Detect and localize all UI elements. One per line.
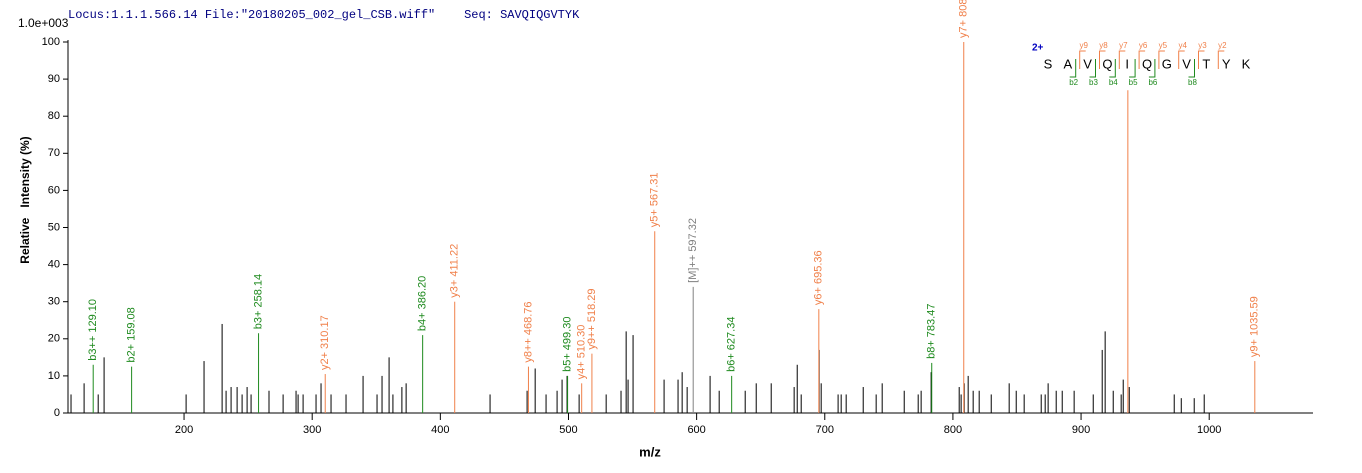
y-ion-mark (1099, 50, 1106, 69)
b-ion-label: b3 (1089, 78, 1098, 87)
y-ion-mark (1198, 50, 1205, 69)
y-ion-label: y9 (1079, 41, 1088, 50)
b-ion-label: b6 (1148, 78, 1157, 87)
y-ion-label: y6 (1139, 41, 1148, 50)
residue: T (1202, 56, 1210, 71)
x-tick-label: 900 (1072, 424, 1090, 436)
peak-label: y8++ 468.76 (522, 301, 534, 362)
x-tick-label: 200 (175, 424, 193, 436)
residue: I (1125, 56, 1129, 71)
b-ion-mark (1089, 59, 1096, 78)
residue: K (1242, 56, 1251, 71)
peak-label: [M]++ 597.32 (687, 218, 699, 283)
b-ion-mark (1109, 59, 1116, 78)
y-ion-label: y2 (1218, 41, 1227, 50)
b-ion-label: b4 (1109, 78, 1118, 87)
y-tick-label: 70 (48, 147, 60, 159)
peak-label: y4+ 510.30 (576, 325, 588, 380)
y-ion-label: y4 (1178, 41, 1187, 50)
peak-label: y9+ 1035.59 (1249, 296, 1261, 357)
peak-label: b3+ 258.14 (252, 274, 264, 329)
residue: V (1182, 56, 1191, 71)
y-ion-label: y7 (1119, 41, 1128, 50)
y-axis-label: Relative Intensity (%) (18, 136, 32, 263)
peak-label: y3+ 411.22 (449, 244, 461, 298)
b-ion-label: b2 (1069, 78, 1078, 87)
residue: V (1083, 56, 1092, 71)
y-tick-label: 40 (48, 259, 60, 271)
y-ion-mark (1138, 50, 1146, 69)
residue: Q (1142, 56, 1152, 71)
y-tick-label: 50 (48, 221, 60, 233)
y-ion-mark (1118, 50, 1126, 69)
peak-label: y5+ 567.31 (649, 172, 661, 227)
y-tick-label: 20 (48, 333, 60, 345)
peak-label: b2+ 159.08 (126, 307, 138, 362)
y-tick-label: 100 (42, 36, 60, 48)
charge-label: 2+ (1032, 43, 1044, 54)
y-tick-label: 10 (48, 370, 60, 382)
peak-label: b8+ 783.47 (926, 304, 938, 359)
b-ion-label: b8 (1188, 78, 1197, 87)
x-axis-label: m/z (639, 444, 661, 459)
sequence-panel (1030, 30, 1270, 90)
y-ion-mark (1217, 50, 1225, 69)
peak-label: y9++ 518.29 (586, 288, 598, 349)
y-ion-label: y8 (1099, 41, 1108, 50)
y-ion-label: y5 (1159, 41, 1168, 50)
x-tick-label: 500 (559, 424, 577, 436)
y-ion-mark (1079, 50, 1086, 69)
x-tick-label: 1000 (1197, 424, 1221, 436)
b-ion-mark (1129, 59, 1136, 78)
peak-label: y7+ 808.46 (958, 0, 970, 38)
y-tick-label: 60 (48, 184, 60, 196)
peak-label: y2+ 310.17 (319, 315, 331, 370)
y-ion-mark (1178, 50, 1185, 69)
scale-label: 1.0e+003 (18, 16, 69, 30)
residue: Y (1222, 56, 1231, 71)
b-ion-label: b5 (1129, 78, 1138, 87)
y-ion-label: y3 (1198, 41, 1207, 50)
peak-label: b6+ 627.34 (726, 317, 738, 372)
x-tick-label: 400 (431, 424, 449, 436)
y-tick-label: 80 (48, 110, 60, 122)
x-tick-label: 300 (303, 424, 321, 436)
peak-label: b5+ 499.30 (561, 317, 573, 372)
y-tick-label: 90 (48, 73, 60, 85)
y-tick-label: 0 (54, 407, 60, 419)
x-tick-label: 600 (687, 424, 705, 436)
peak-label: b4+ 386.20 (417, 276, 429, 331)
y-tick-label: 30 (48, 296, 60, 308)
residue: S (1044, 56, 1053, 71)
x-tick-label: 700 (816, 424, 834, 436)
y-ion-mark (1158, 50, 1165, 69)
residue: A (1063, 56, 1072, 71)
b-ion-mark (1188, 59, 1195, 78)
residue: G (1162, 56, 1172, 71)
residue: Q (1102, 56, 1112, 71)
b-ion-mark (1069, 59, 1077, 78)
b-ion-mark (1148, 59, 1156, 78)
peak-label: b3++ 129.10 (87, 299, 99, 361)
peak-label: y6+ 695.36 (813, 250, 825, 305)
chart-title: Locus:1.1.1.566.14 File:"20180205_002_ge… (68, 8, 580, 22)
x-tick-label: 800 (944, 424, 962, 436)
